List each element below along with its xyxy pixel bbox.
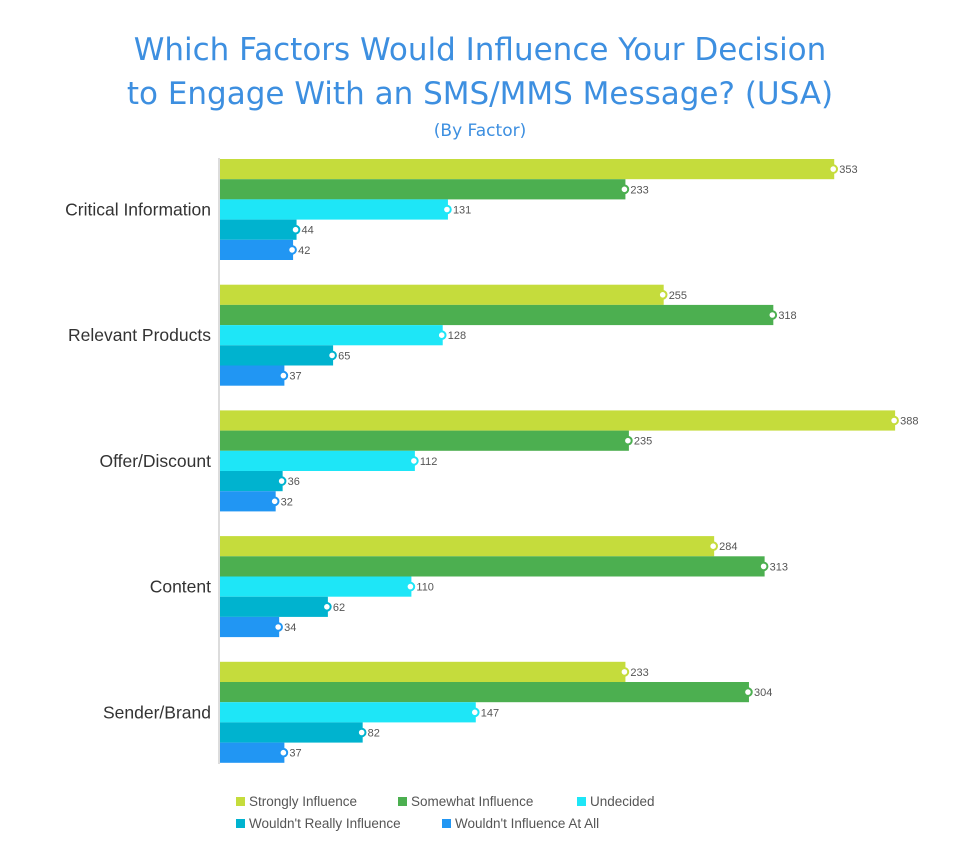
bar-end-marker	[356, 727, 367, 738]
legend-swatch	[442, 819, 451, 828]
bar-end-marker	[405, 581, 416, 592]
bar-end-marker	[290, 224, 301, 235]
bar	[220, 661, 626, 682]
legend-label: Undecided	[590, 794, 655, 809]
data-label: 62	[333, 602, 345, 614]
legend-item-undecided: Undecided	[577, 794, 655, 809]
bar-end-marker	[276, 476, 287, 486]
data-label: 37	[289, 371, 301, 383]
bar-end-marker	[657, 290, 668, 300]
bar-end-marker	[758, 561, 769, 572]
bar	[220, 199, 448, 220]
bar	[220, 576, 412, 597]
bar-end-marker	[278, 370, 289, 381]
bar	[220, 450, 415, 471]
category-label: Content	[150, 577, 211, 597]
data-label: 233	[630, 184, 648, 196]
bar-end-marker	[287, 245, 297, 255]
bar	[220, 365, 285, 386]
bar-end-marker	[469, 707, 480, 718]
legend-swatch	[398, 797, 407, 806]
data-label: 313	[770, 561, 788, 573]
data-label: 318	[778, 310, 796, 322]
data-label: 110	[416, 582, 434, 594]
bar-end-marker	[442, 204, 452, 215]
bar	[220, 304, 774, 326]
data-label: 235	[634, 436, 652, 448]
bar	[220, 702, 476, 723]
data-label: 82	[368, 728, 380, 740]
data-label: 304	[754, 687, 772, 699]
bar-end-marker	[619, 667, 630, 677]
bar-end-marker	[623, 435, 633, 446]
bar	[220, 179, 626, 200]
bar	[220, 284, 664, 305]
data-label: 388	[900, 416, 918, 428]
data-label: 353	[839, 164, 857, 176]
data-label: 255	[669, 290, 687, 302]
bar-end-marker	[828, 164, 839, 174]
bar-end-marker	[273, 622, 283, 632]
bar	[220, 239, 294, 260]
category-label: Offer/Discount	[99, 451, 211, 471]
bar	[220, 596, 328, 617]
chart-title-line-2: to Engage With an SMS/MMS Message? (USA)	[126, 76, 834, 112]
legend-label: Wouldn't Really Influence	[249, 816, 401, 831]
bar	[220, 410, 896, 431]
data-label: 44	[302, 225, 314, 237]
bar	[220, 471, 283, 492]
legend-item-somewhat-influence: Somewhat Influence	[398, 794, 533, 809]
bar	[220, 682, 749, 703]
data-label: 112	[420, 456, 438, 468]
bar-end-marker	[269, 496, 280, 507]
data-label: 65	[338, 350, 350, 362]
data-label: 37	[289, 748, 301, 760]
bar	[220, 556, 765, 577]
bar	[220, 722, 363, 743]
bar-end-marker	[767, 310, 778, 320]
chart-title-line-1: Which Factors Would Influence Your Decis…	[133, 32, 827, 68]
data-label: 36	[288, 476, 300, 488]
data-label: 34	[284, 622, 296, 634]
bar	[220, 325, 443, 346]
data-label: 32	[281, 496, 293, 508]
bar-end-marker	[619, 184, 630, 195]
legend-label: Strongly Influence	[249, 794, 358, 809]
bar	[220, 345, 334, 366]
bar-end-marker	[327, 350, 337, 361]
bar	[220, 742, 285, 763]
data-label: 284	[719, 541, 737, 553]
bar-end-marker	[436, 330, 447, 341]
category-label: Sender/Brand	[103, 702, 211, 722]
bar	[220, 159, 835, 180]
bar	[220, 491, 276, 512]
category-label: Critical Information	[65, 200, 211, 220]
legend-item-wouldnt-influence-at-all: Wouldn't Influence At All	[442, 816, 599, 831]
bar-chart: Critical Information 353 233 131 44 42 Relevan…	[65, 158, 918, 764]
data-label: 233	[630, 667, 648, 679]
data-label: 128	[448, 330, 466, 342]
legend-swatch	[577, 797, 586, 806]
category-label: Relevant Products	[68, 325, 211, 345]
data-label: 42	[298, 245, 310, 257]
legend-item-strongly-influence: Strongly Influence	[236, 794, 357, 809]
bar-end-marker	[409, 456, 419, 466]
bar-end-marker	[743, 687, 753, 697]
bar-end-marker	[889, 415, 899, 426]
bar	[220, 536, 715, 557]
legend-label: Wouldn't Influence At All	[455, 816, 600, 831]
data-label: 147	[481, 707, 499, 719]
bar-end-marker	[708, 541, 718, 552]
bar-end-marker	[322, 602, 332, 612]
bar	[220, 616, 280, 638]
chart-subtitle: (By Factor)	[433, 121, 527, 141]
legend-item-wouldnt-really-influence: Wouldn't Really Influence	[236, 816, 401, 831]
data-label: 131	[453, 205, 471, 217]
bar	[220, 219, 297, 240]
legend-label: Somewhat Influence	[411, 794, 534, 809]
legend-swatch	[236, 797, 245, 806]
bar-end-marker	[278, 747, 289, 758]
bar	[220, 430, 629, 451]
legend-swatch	[236, 819, 245, 828]
